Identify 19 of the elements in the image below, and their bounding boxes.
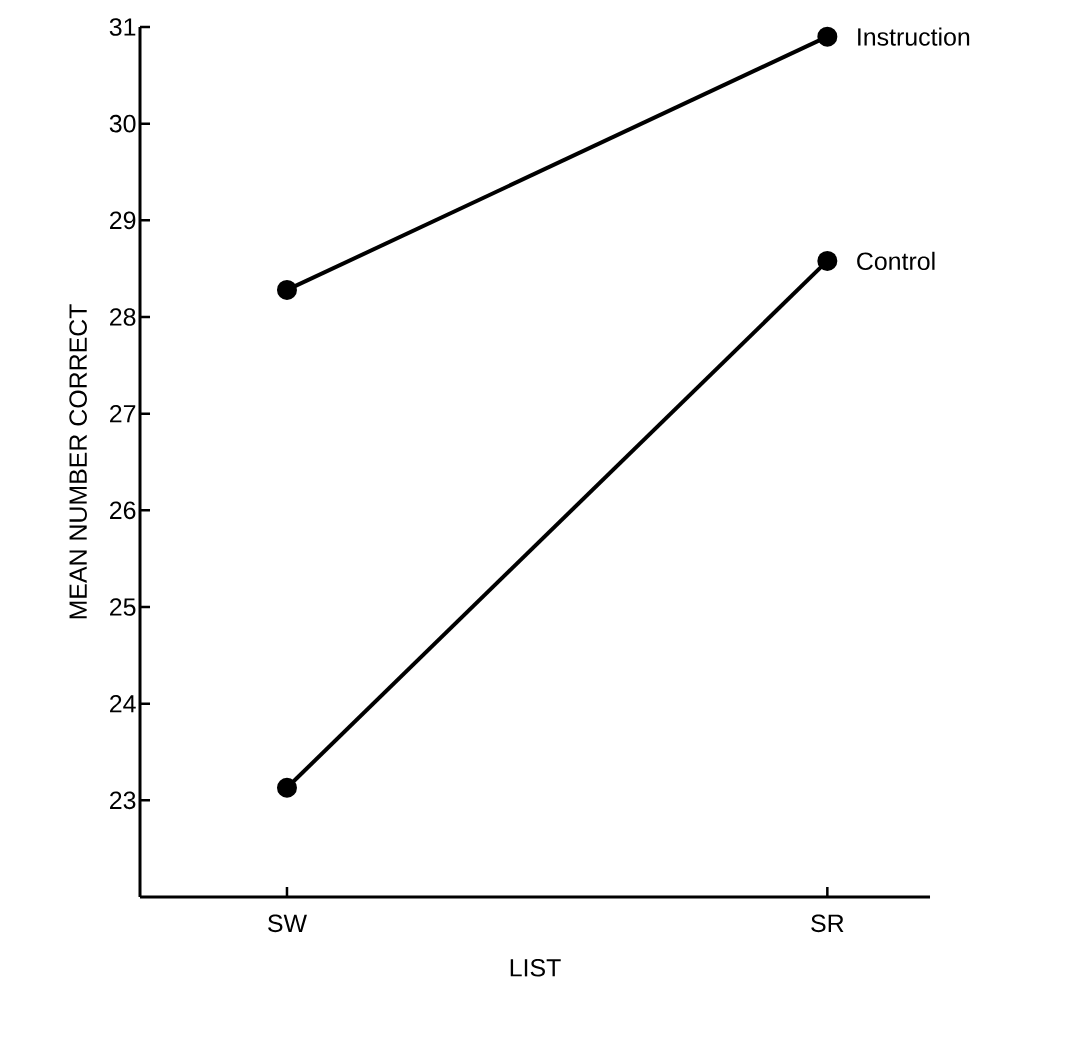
y-tick-label: 31 [109,18,136,36]
point [817,250,838,271]
x-tick-label: SW [268,914,307,933]
point [817,26,838,47]
y-tick-label: 26 [110,501,136,520]
series-label: Instruction [858,27,970,46]
y-tick-label: 24 [110,694,136,713]
x-axis-title: LIST [510,958,561,977]
y-tick-label: 27 [110,404,136,423]
x-tick-label: SR [811,914,844,933]
y-tick-label: 25 [110,598,136,616]
y-tick-label: 28 [110,308,136,326]
y-tick-label: 30 [109,114,136,133]
y-tick-label: 23 [110,791,136,810]
series-label: Control [857,251,935,271]
y-tick-label: 29 [110,211,136,230]
y-axis-title: MEAN NUMBER CORRECT [69,304,87,619]
point [276,279,297,300]
point [276,777,297,798]
